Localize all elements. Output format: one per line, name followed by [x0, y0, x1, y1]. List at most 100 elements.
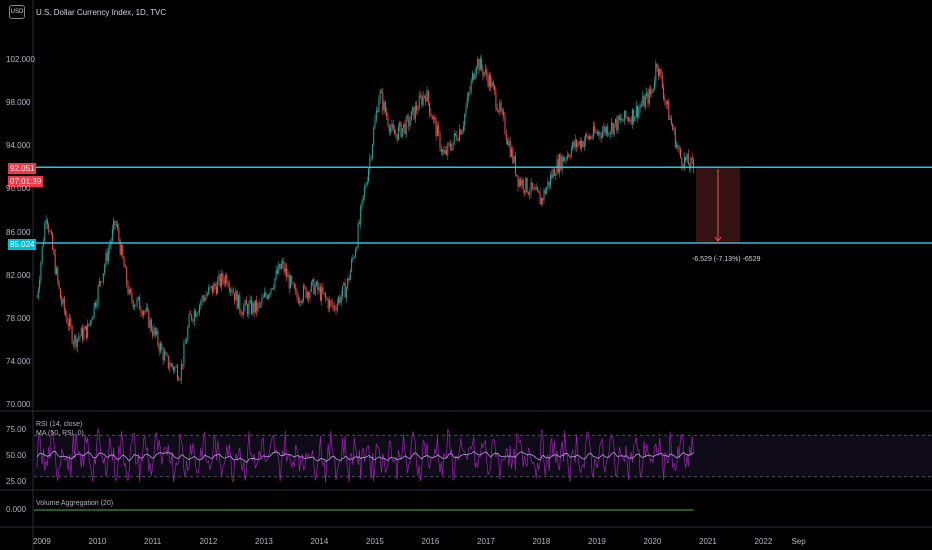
candle-body	[353, 256, 355, 258]
candle-body	[409, 120, 411, 126]
candle-body	[149, 319, 151, 328]
candle-body	[344, 282, 346, 298]
candle-body	[436, 125, 438, 137]
candle-body	[607, 127, 609, 136]
candle-body	[568, 154, 570, 157]
candle-body	[576, 139, 577, 147]
candle-body	[462, 125, 464, 131]
candle-body	[239, 294, 241, 312]
candle-body	[612, 122, 614, 134]
x-tick-label: Sep	[791, 537, 806, 546]
candle-body	[39, 280, 41, 290]
candle-body	[540, 198, 542, 204]
candle-body	[660, 68, 662, 76]
candle-body	[511, 148, 512, 157]
candle-body	[78, 337, 80, 339]
candle-body	[215, 286, 217, 294]
candle-body	[559, 155, 561, 173]
candle-body	[137, 297, 139, 299]
candle-body	[442, 149, 444, 152]
candle-body	[417, 109, 419, 111]
candle-body	[310, 281, 312, 292]
candle-body	[301, 300, 303, 303]
candle-body	[340, 295, 342, 303]
candle-body	[439, 132, 441, 150]
candle-body	[65, 310, 67, 316]
rsi-tick-label: 25.00	[6, 477, 27, 486]
candle-body	[573, 142, 575, 148]
candle-body	[620, 118, 622, 120]
candle-body	[248, 303, 250, 315]
candle-body	[143, 311, 145, 316]
candle-body	[169, 366, 171, 368]
candle-body	[254, 300, 256, 313]
candle-body	[456, 135, 458, 140]
candle-body	[330, 300, 332, 303]
candle-body	[552, 168, 554, 178]
candle-body	[628, 117, 629, 121]
candle-body	[629, 119, 631, 121]
candle-body	[158, 344, 160, 352]
x-tick-label: 2015	[366, 537, 384, 546]
candle-body	[166, 353, 168, 356]
candle-body	[425, 96, 427, 102]
candle-body	[247, 305, 249, 315]
rsi-ma-line	[36, 450, 694, 463]
candle-body	[355, 250, 356, 257]
candle-body	[557, 159, 559, 173]
candle-body	[223, 280, 225, 284]
candle-body	[235, 290, 237, 301]
candle-body	[283, 261, 285, 272]
candle-body	[444, 150, 446, 154]
x-tick-label: 2018	[532, 537, 551, 546]
candle-body	[375, 110, 377, 120]
candle-body	[214, 283, 216, 287]
candle-body	[563, 156, 564, 162]
candle-body	[643, 95, 645, 107]
candle-body	[171, 363, 173, 367]
candle-body	[193, 310, 195, 322]
candle-body	[504, 115, 506, 134]
candle-body	[253, 302, 255, 313]
candle-body	[509, 141, 511, 157]
candle-body	[451, 148, 453, 150]
candle-body	[378, 98, 380, 113]
measure-arrow-head	[714, 236, 722, 242]
candle-body	[219, 274, 221, 287]
candle-body	[599, 131, 601, 136]
candle-body	[492, 82, 494, 86]
candle-body	[234, 292, 236, 301]
candle-body	[672, 124, 674, 130]
candle-body	[145, 307, 147, 312]
candle-body	[252, 302, 254, 314]
candle-body	[391, 124, 393, 129]
candle-body	[161, 343, 163, 350]
candle-body	[232, 292, 234, 294]
candle-body	[617, 115, 619, 131]
candle-body	[72, 342, 74, 344]
candle-body	[527, 192, 529, 195]
candle-body	[147, 307, 148, 310]
candle-body	[245, 300, 247, 306]
candle-body	[516, 174, 518, 176]
candle-body	[296, 290, 298, 298]
candle-body	[449, 143, 451, 149]
candle-body	[238, 294, 239, 309]
candle-body	[641, 104, 642, 107]
candle-body	[569, 156, 571, 158]
candle-body	[386, 112, 388, 117]
candle-body	[665, 100, 667, 105]
candle-body	[53, 249, 55, 254]
candle-body	[36, 297, 38, 298]
candle-body	[468, 93, 470, 97]
x-tick-label: 2014	[310, 537, 329, 546]
candle-body	[62, 298, 64, 304]
candle-body	[633, 109, 635, 122]
candle-body	[61, 298, 63, 304]
candle-body	[141, 312, 143, 316]
candle-body	[433, 117, 434, 120]
candle-body	[101, 281, 103, 283]
candle-body	[440, 149, 442, 152]
candle-body	[592, 126, 594, 138]
